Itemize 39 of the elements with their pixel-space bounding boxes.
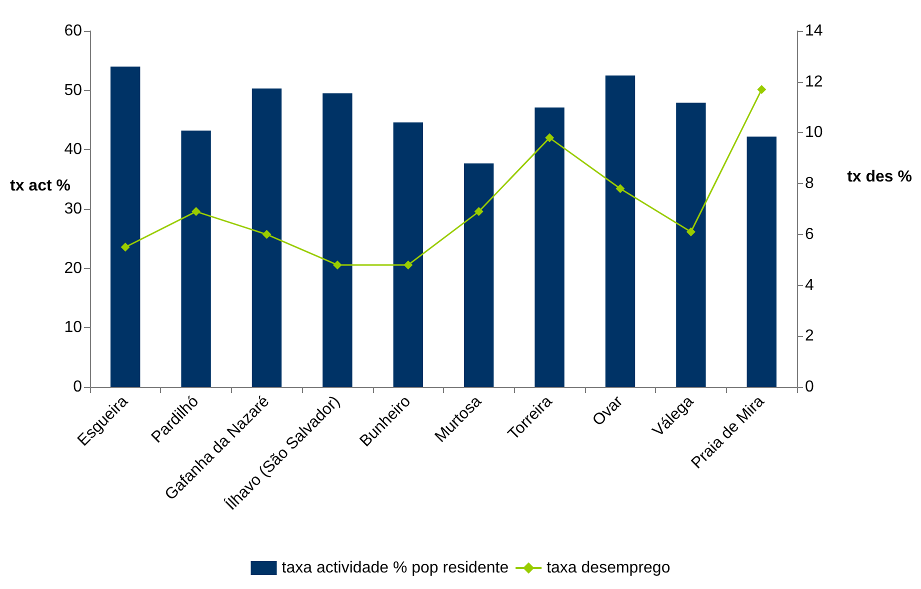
y-tick-label: 30 bbox=[64, 200, 82, 218]
y2-tick-label: 12 bbox=[805, 73, 823, 90]
bar bbox=[393, 122, 423, 387]
y2-tick-label: 6 bbox=[805, 226, 814, 243]
y2-tick-label: 2 bbox=[805, 328, 814, 345]
point bbox=[616, 184, 625, 194]
legend-label: taxa desemprego bbox=[546, 560, 670, 576]
y-tick-label: 60 bbox=[64, 22, 82, 40]
point bbox=[192, 207, 201, 216]
point bbox=[545, 133, 554, 142]
y2-tick-label: 14 bbox=[805, 22, 823, 40]
bar bbox=[605, 76, 636, 387]
point bbox=[332, 260, 342, 270]
y2-tick-label: 0 bbox=[805, 378, 814, 396]
bar bbox=[746, 136, 776, 387]
point bbox=[474, 207, 484, 216]
bar bbox=[181, 130, 211, 387]
point bbox=[262, 230, 272, 239]
legend-label: taxa actividade % pop residente bbox=[282, 560, 509, 576]
point bbox=[404, 260, 413, 270]
bar bbox=[322, 93, 352, 387]
point bbox=[686, 227, 696, 236]
bar bbox=[534, 108, 564, 387]
bar bbox=[464, 163, 494, 387]
bar bbox=[676, 102, 706, 387]
y2-tick-label: 4 bbox=[805, 276, 814, 294]
y-tick-label: 20 bbox=[64, 260, 82, 277]
y-tick-label: 10 bbox=[64, 319, 82, 336]
y2-axis-title: tx des % bbox=[847, 168, 912, 186]
y-tick-label: 0 bbox=[73, 378, 82, 396]
y-tick-label: 40 bbox=[64, 141, 82, 158]
y-axis-title: tx act % bbox=[10, 178, 70, 194]
y2-tick-label: 8 bbox=[805, 175, 814, 192]
y2-tick-label: 10 bbox=[805, 124, 823, 142]
bar bbox=[252, 88, 282, 387]
bar bbox=[110, 66, 140, 387]
point bbox=[120, 242, 130, 252]
point bbox=[757, 84, 766, 94]
y-tick-label: 50 bbox=[64, 82, 82, 99]
